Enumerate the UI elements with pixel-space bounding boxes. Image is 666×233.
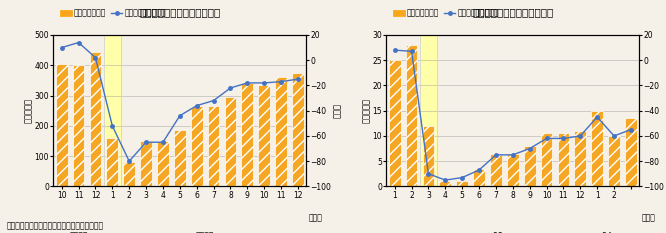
Bar — [275, 77, 287, 186]
Title: 東日本大震災（仙台塩釜港）: 東日本大震災（仙台塩釜港） — [472, 7, 553, 17]
Y-axis label: （十億円）: （十億円） — [24, 98, 33, 123]
Legend: 輸出額（左軸）, 前年同月比（右軸）: 輸出額（左軸）, 前年同月比（右軸） — [57, 5, 169, 21]
Text: 平成６年: 平成６年 — [69, 232, 88, 233]
Bar — [389, 60, 401, 186]
Bar — [591, 111, 603, 186]
Bar — [473, 169, 485, 186]
Bar — [174, 130, 186, 186]
Bar — [157, 141, 169, 186]
Bar — [574, 131, 586, 186]
Bar — [541, 133, 553, 186]
Y-axis label: （十億円）: （十億円） — [362, 98, 371, 123]
Bar — [406, 45, 418, 186]
Bar — [73, 65, 85, 186]
Text: （月）: （月） — [642, 214, 656, 223]
Bar — [523, 146, 535, 186]
Bar — [625, 118, 637, 186]
Bar — [557, 133, 569, 186]
Bar — [507, 154, 519, 186]
Bar — [440, 181, 452, 186]
Bar — [224, 97, 236, 186]
Bar — [140, 141, 152, 186]
Bar — [608, 136, 620, 186]
Y-axis label: （％）: （％） — [333, 103, 342, 118]
Text: （月）: （月） — [309, 214, 323, 223]
Bar — [241, 83, 253, 186]
Legend: 輸出額（左軸）, 前年同月比（右軸）: 輸出額（左軸）, 前年同月比（右軸） — [390, 5, 502, 21]
Bar — [56, 64, 68, 186]
Bar — [104, 35, 121, 186]
Bar — [107, 138, 119, 186]
Text: 資料）財務省「貿易統計」より国土交通省作成: 資料）財務省「貿易統計」より国土交通省作成 — [7, 222, 104, 231]
Bar — [190, 106, 202, 186]
Title: 阪神・淡路大震災（神戸港）: 阪神・淡路大震災（神戸港） — [139, 7, 220, 17]
Text: 平成23年: 平成23年 — [484, 232, 507, 233]
Bar — [422, 126, 434, 186]
Bar — [208, 106, 220, 186]
Bar — [258, 85, 270, 186]
Bar — [456, 181, 468, 186]
Text: 平成24年: 平成24年 — [594, 232, 617, 233]
Bar — [89, 51, 101, 186]
Bar — [490, 154, 502, 186]
Bar — [420, 35, 437, 186]
Text: 平成７年: 平成７年 — [196, 232, 214, 233]
Bar — [292, 73, 304, 186]
Bar — [123, 162, 135, 186]
